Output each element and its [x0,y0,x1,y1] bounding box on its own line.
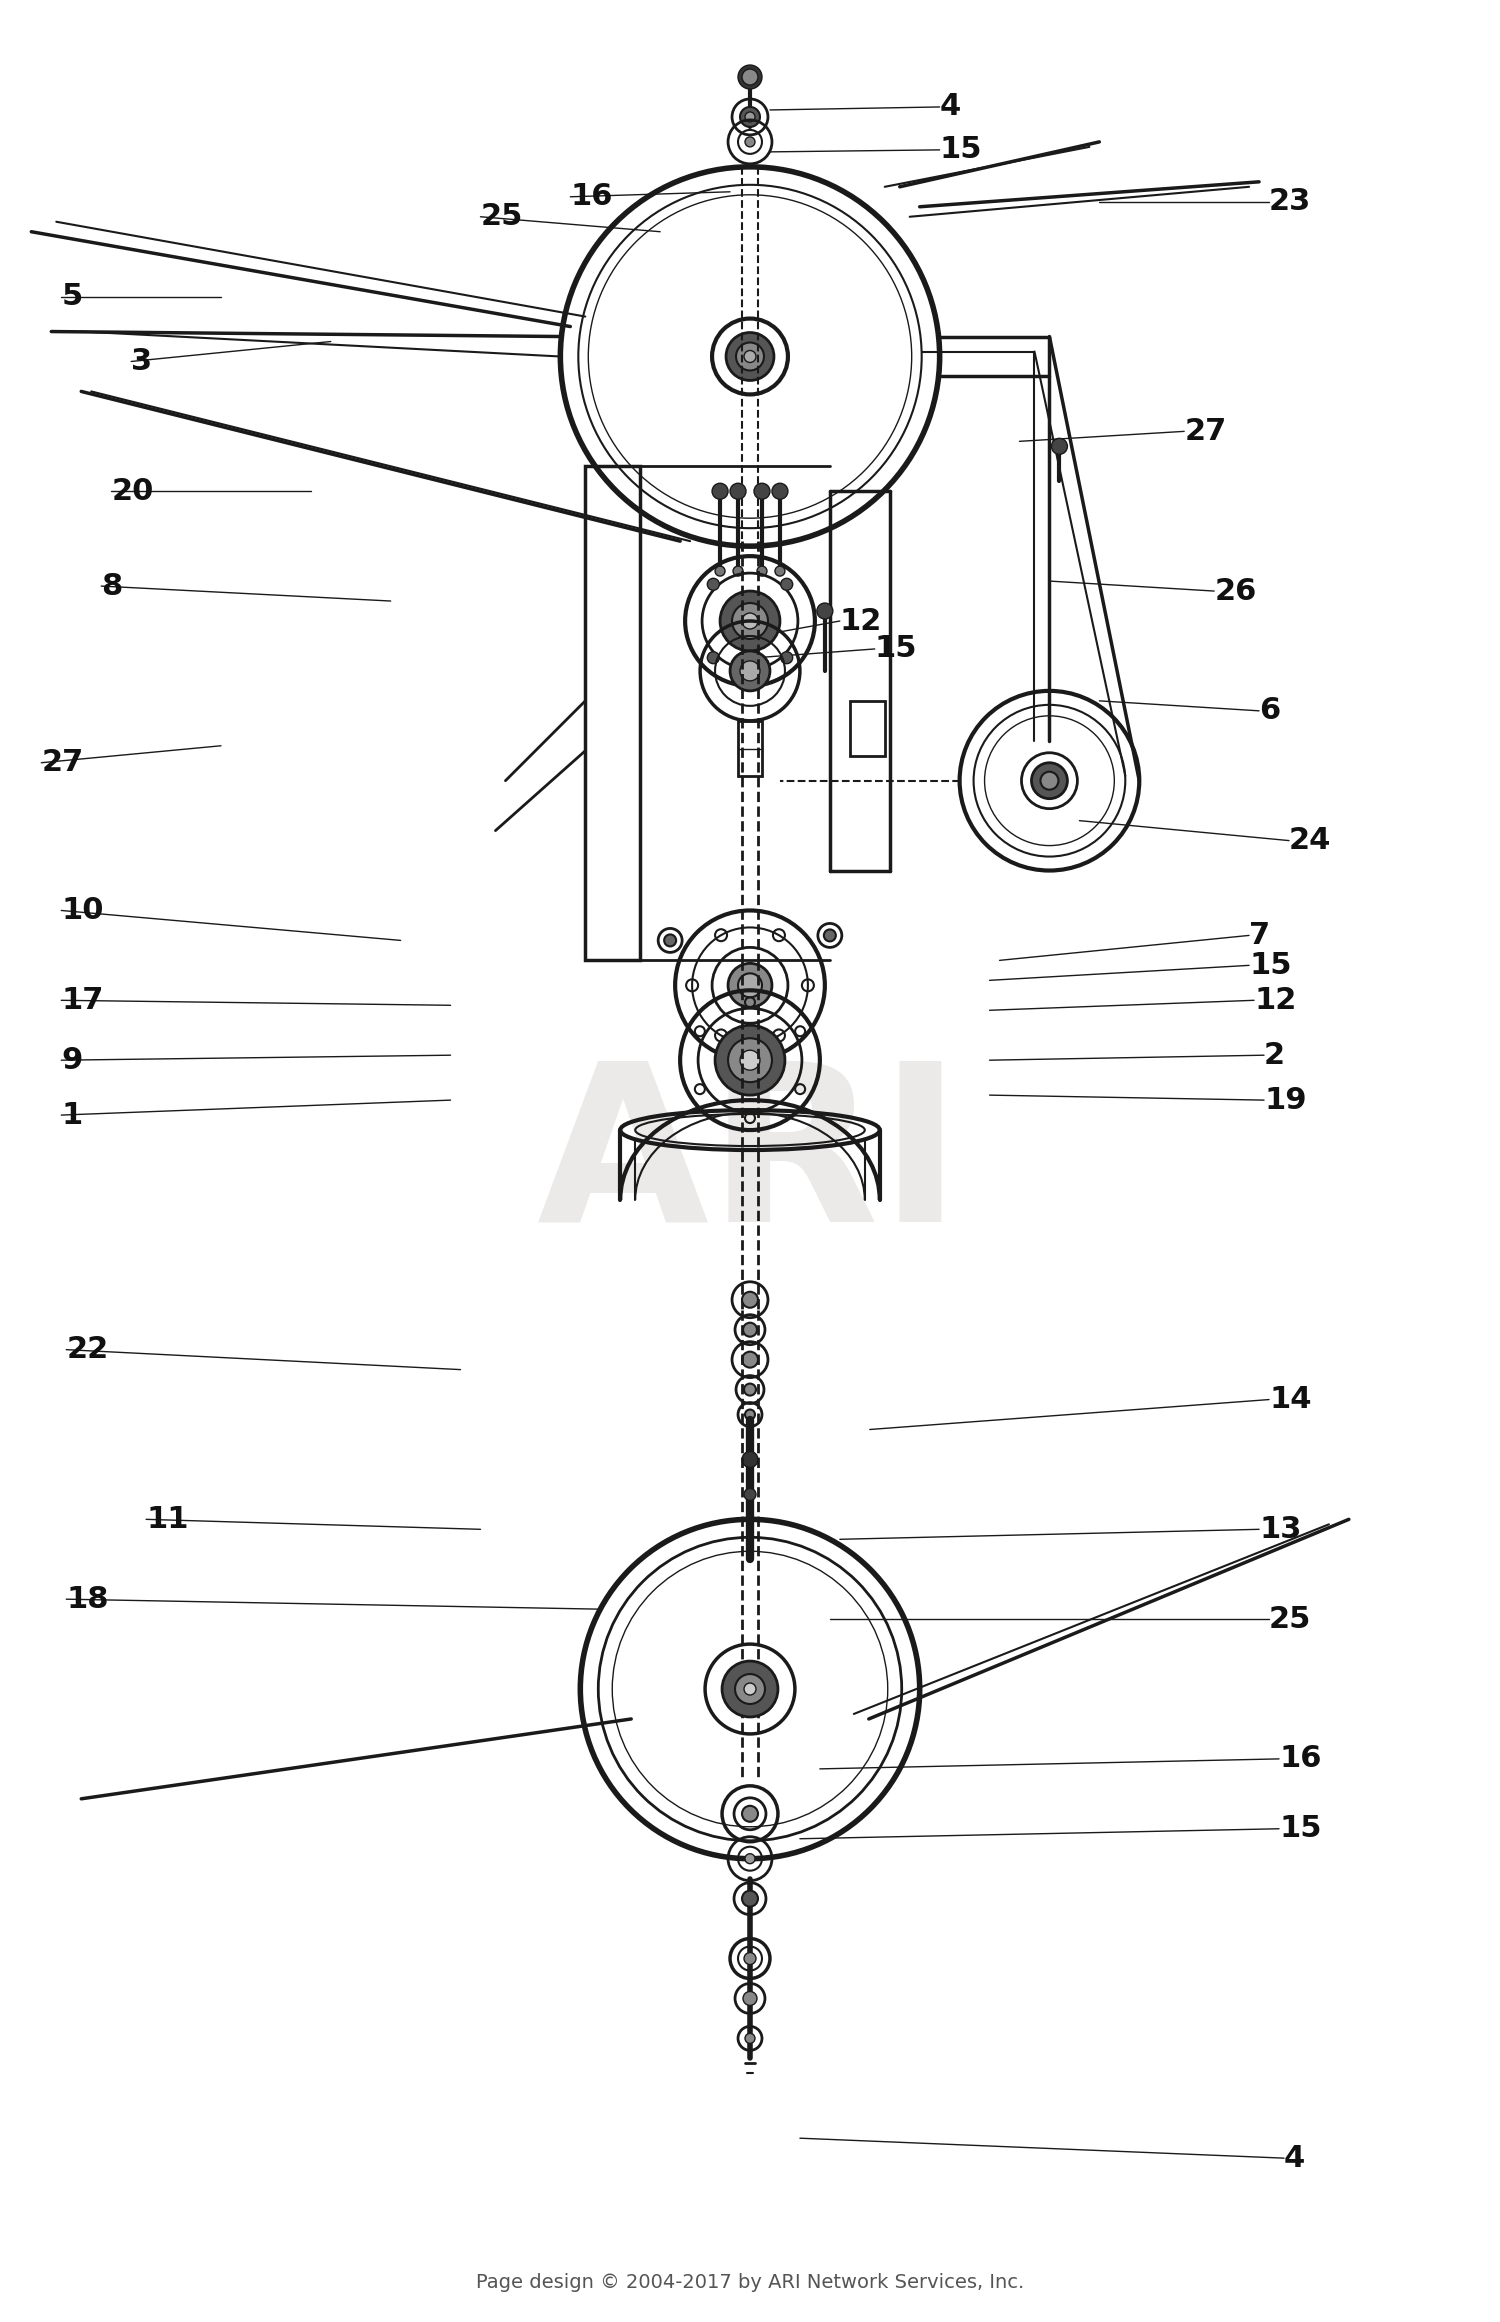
Text: 17: 17 [62,987,104,1015]
Circle shape [708,652,720,664]
Text: ARI: ARI [537,1052,963,1268]
Text: 8: 8 [100,571,123,601]
Text: 3: 3 [130,346,153,376]
Text: 15: 15 [1250,952,1292,980]
Text: 27: 27 [1184,418,1227,446]
Circle shape [744,1683,756,1695]
Circle shape [746,1409,754,1419]
Text: 4: 4 [1284,2143,1305,2173]
Circle shape [728,964,772,1008]
Circle shape [744,1488,756,1500]
Circle shape [720,592,780,650]
Text: 9: 9 [62,1045,82,1075]
Circle shape [742,70,758,86]
Text: 23: 23 [1269,188,1311,216]
Circle shape [780,578,792,590]
Circle shape [742,613,758,629]
Text: 12: 12 [840,606,882,636]
Circle shape [742,1992,758,2006]
Bar [850,701,885,755]
Circle shape [818,604,833,620]
Circle shape [1052,439,1068,455]
Circle shape [732,604,768,639]
Circle shape [740,107,760,128]
Circle shape [726,332,774,381]
Text: 2: 2 [1264,1040,1286,1070]
Circle shape [740,662,760,680]
Text: 26: 26 [1214,576,1257,606]
Text: 13: 13 [1258,1514,1302,1544]
Circle shape [738,65,762,88]
Circle shape [742,1890,758,1906]
Text: 7: 7 [1250,922,1270,950]
Circle shape [746,2034,754,2043]
Text: 22: 22 [66,1335,108,1363]
Circle shape [716,1026,784,1096]
Bar [585,467,640,961]
Circle shape [758,567,766,576]
Text: 16: 16 [1280,1744,1322,1774]
Text: 25: 25 [480,202,524,232]
Text: Page design © 2004-2017 by ARI Network Services, Inc.: Page design © 2004-2017 by ARI Network S… [476,2273,1024,2292]
Circle shape [740,1050,760,1070]
Circle shape [742,1807,758,1823]
Circle shape [746,111,754,123]
Circle shape [1041,771,1059,789]
Circle shape [744,351,756,362]
Circle shape [754,483,770,499]
Circle shape [1032,762,1068,799]
Circle shape [742,1451,758,1468]
Bar [738,720,762,776]
Text: 4: 4 [939,93,962,121]
Circle shape [742,1324,758,1337]
Text: 18: 18 [66,1584,110,1614]
Circle shape [735,1674,765,1704]
Circle shape [746,1853,754,1865]
Circle shape [742,1351,758,1368]
Circle shape [744,1384,756,1396]
Text: 16: 16 [570,183,614,211]
Circle shape [824,929,836,940]
Text: 12: 12 [1254,987,1296,1015]
Circle shape [734,567,742,576]
Circle shape [736,344,764,372]
Circle shape [772,483,788,499]
Circle shape [708,578,720,590]
Text: 27: 27 [42,748,84,778]
Circle shape [730,650,770,692]
Text: 15: 15 [1280,1813,1322,1844]
Text: 25: 25 [1269,1605,1311,1635]
Circle shape [746,137,754,146]
Circle shape [738,973,762,998]
Text: 5: 5 [62,281,82,311]
Circle shape [776,567,784,576]
Text: 14: 14 [1269,1384,1311,1414]
Circle shape [730,483,746,499]
Text: 15: 15 [874,634,918,664]
Circle shape [712,483,728,499]
Text: 10: 10 [62,896,104,924]
Circle shape [664,933,676,947]
Text: 20: 20 [111,476,153,506]
Text: 11: 11 [146,1505,189,1535]
Text: 24: 24 [1288,827,1332,854]
Circle shape [722,1660,778,1716]
Text: 15: 15 [939,135,982,165]
Circle shape [744,1953,756,1964]
Text: 19: 19 [1264,1087,1306,1115]
Text: 1: 1 [62,1101,82,1128]
Circle shape [716,567,724,576]
Circle shape [742,1291,758,1307]
Circle shape [728,1038,772,1082]
Text: 6: 6 [1258,697,1281,724]
Circle shape [780,652,792,664]
